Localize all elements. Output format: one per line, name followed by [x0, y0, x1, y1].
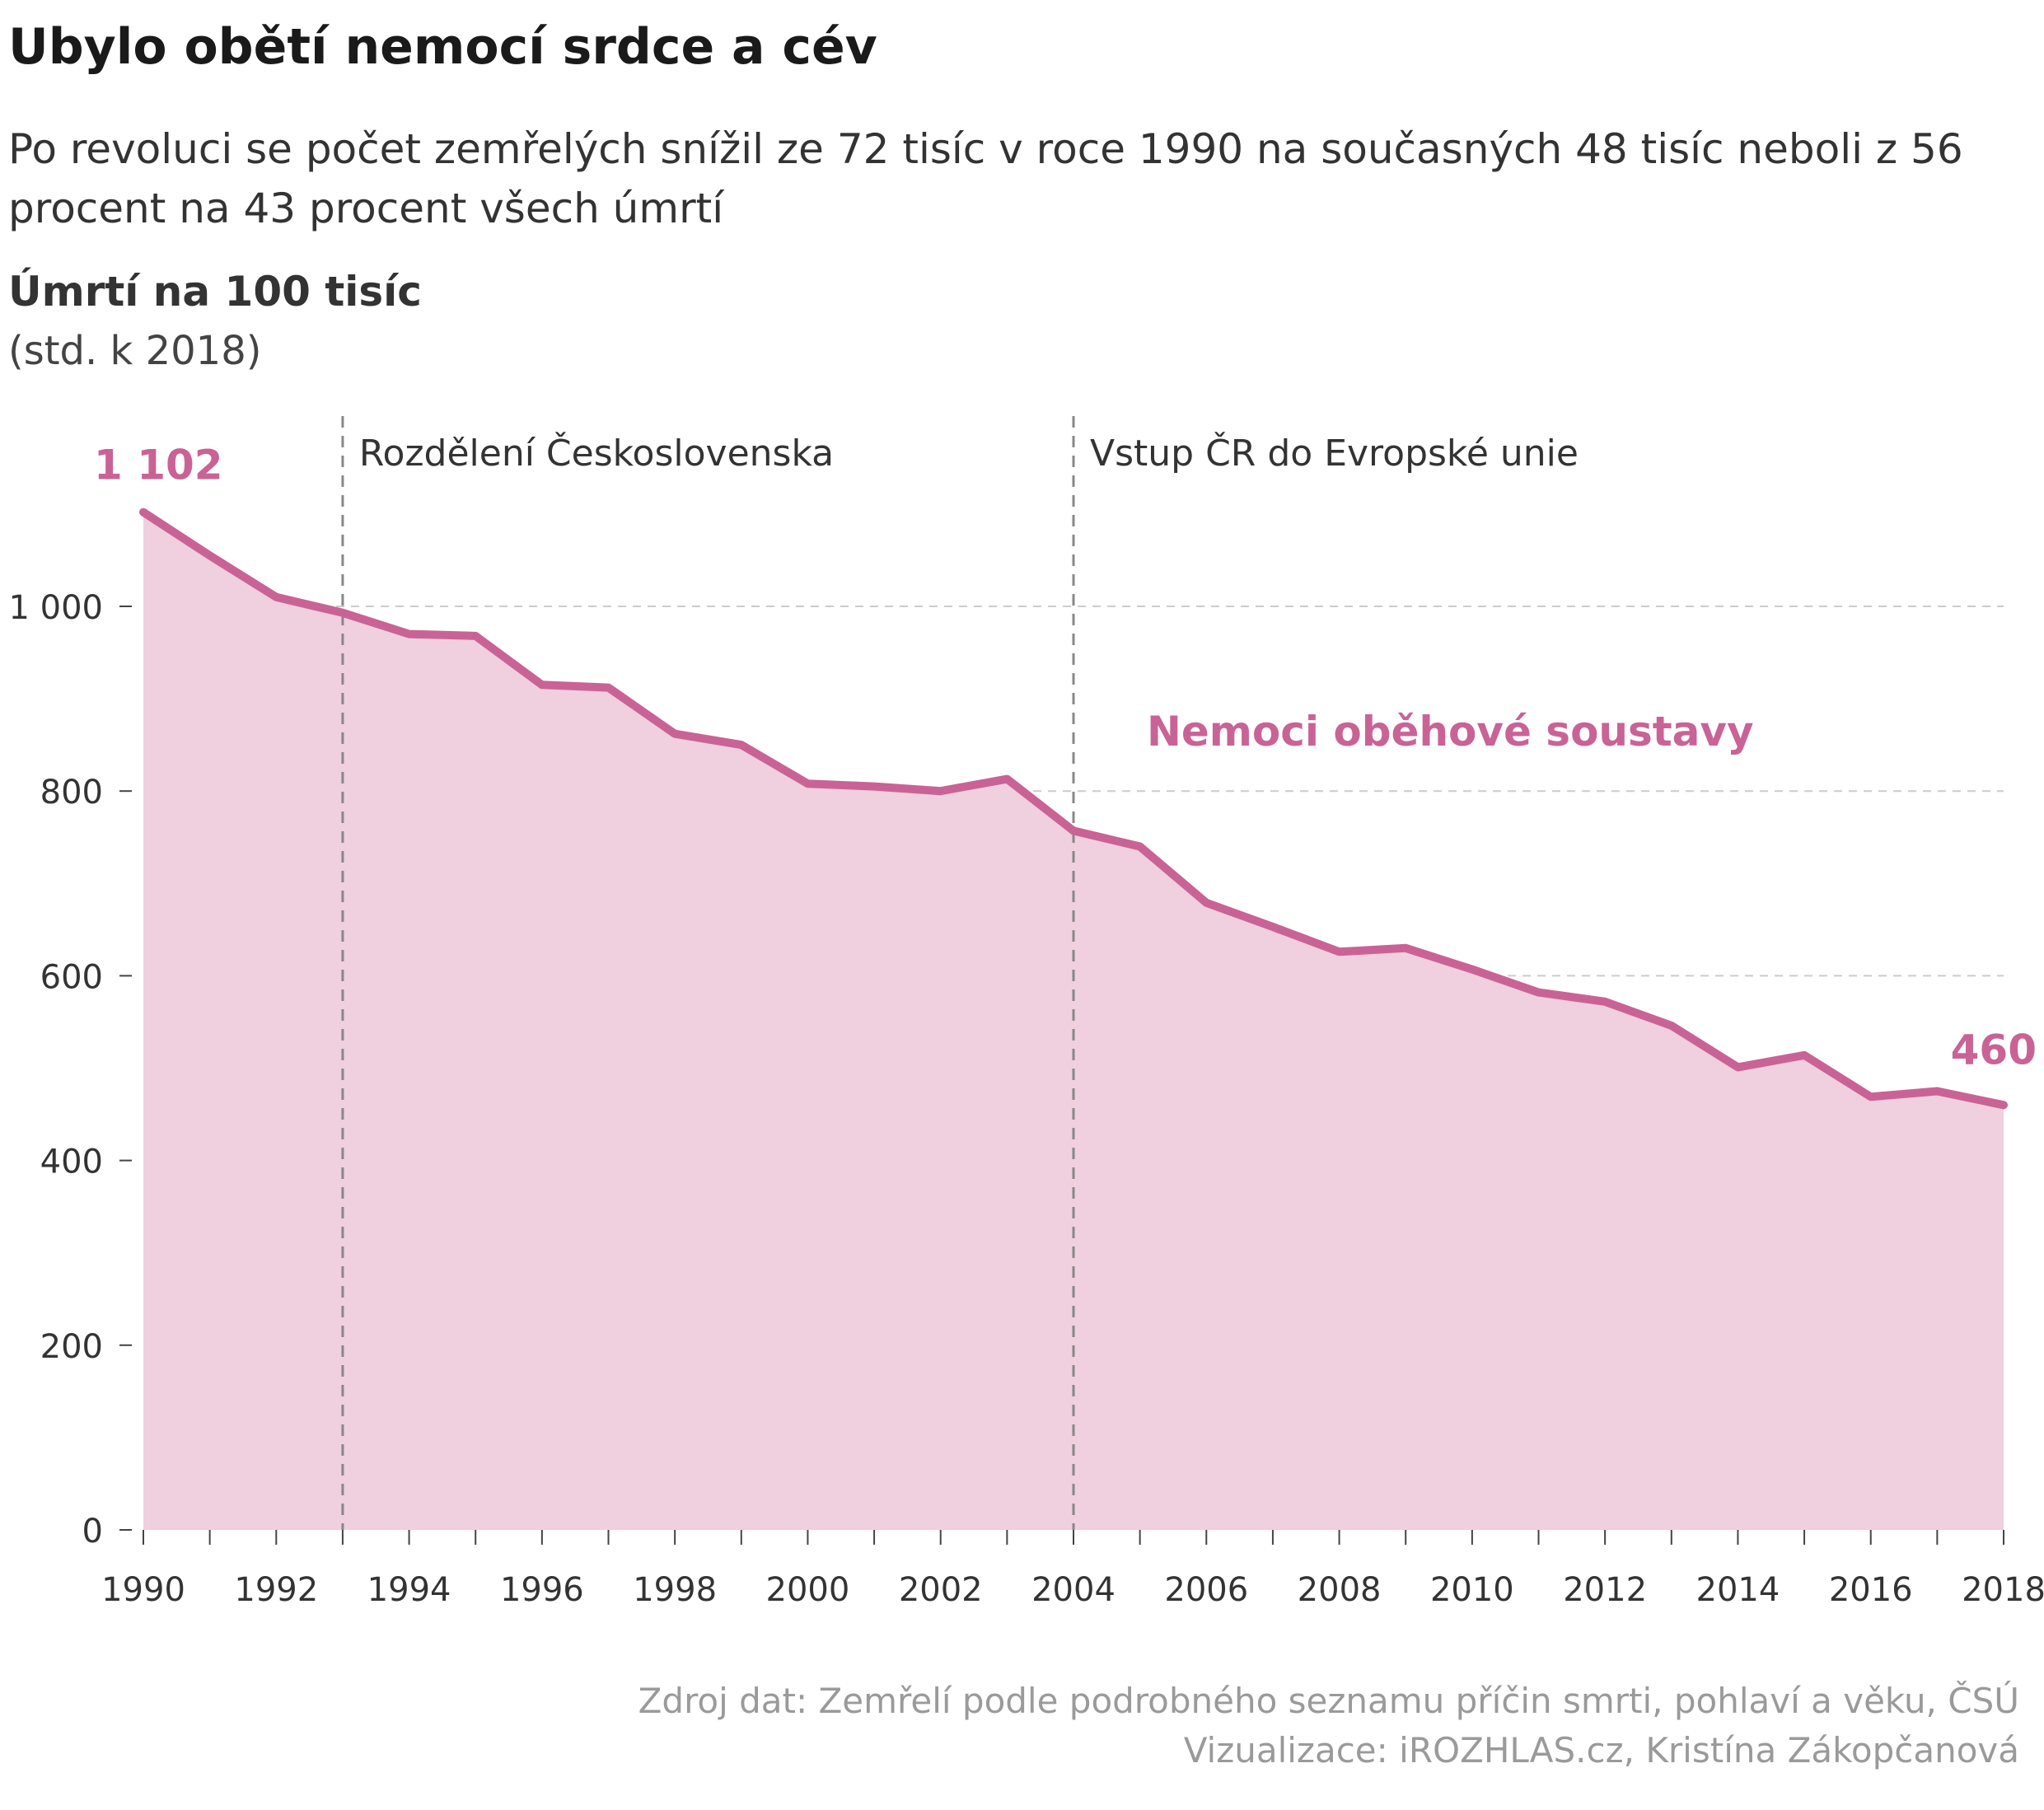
x-tick-label: 1998 [633, 1571, 717, 1609]
y-tick-label: 0 [82, 1513, 103, 1550]
event-label: Vstup ČR do Evropské unie [1090, 431, 1579, 475]
y-tick-label: 800 [40, 774, 103, 811]
x-tick-label: 2010 [1430, 1571, 1514, 1609]
chart-title: Ubylo obětí nemocí srdce a cév [8, 18, 877, 76]
series-label: Nemoci oběhové soustavy [1147, 708, 1754, 755]
credit-note: Vizualizace: iROZHLAS.cz, Kristína Zákop… [1183, 1730, 2019, 1770]
x-tick-label: 2016 [1829, 1571, 1913, 1609]
x-tick-label: 1990 [101, 1571, 185, 1609]
annotation-start-value: 1 102 [94, 442, 223, 489]
x-tick-label: 1994 [367, 1571, 451, 1609]
y-axis-sublabel: (std. k 2018) [8, 328, 262, 374]
x-tick-label: 2002 [899, 1571, 983, 1609]
x-tick-label: 1992 [234, 1571, 318, 1609]
y-axis-label: Úmrtí na 100 tisíc [8, 268, 422, 316]
x-tick-label: 1996 [500, 1571, 584, 1609]
x-tick-label: 2006 [1164, 1571, 1248, 1609]
series-line [139, 507, 2008, 1110]
series-area [143, 512, 2004, 1531]
source-note: Zdroj dat: Zemřelí podle podrobného sezn… [638, 1681, 2019, 1721]
y-tick-label: 400 [40, 1144, 103, 1181]
chart-subtitle: Po revoluci se počet zemřelých snížil ze… [8, 125, 1963, 232]
x-tick-label: 2018 [1962, 1571, 2044, 1609]
event-label: Rozdělení Československa [359, 431, 834, 475]
annotation-end-value: 460 [1951, 1026, 2037, 1073]
y-tick-label: 1 000 [8, 589, 103, 627]
event-layer: Rozdělení Československa Vstup ČR do Evro… [341, 416, 1579, 1530]
y-tick-label: 600 [40, 958, 103, 996]
axis-layer: 0 200 400 600 800 1 000 1990 1992 1994 1996 1998 20… [8, 589, 2044, 1609]
y-tick-label: 200 [40, 1328, 103, 1366]
x-tick-label: 2004 [1031, 1571, 1116, 1609]
x-tick-label: 2012 [1563, 1571, 1647, 1609]
x-tick-label: 2014 [1696, 1571, 1780, 1609]
x-tick-label: 2000 [766, 1571, 850, 1609]
x-tick-label: 2008 [1298, 1571, 1382, 1609]
